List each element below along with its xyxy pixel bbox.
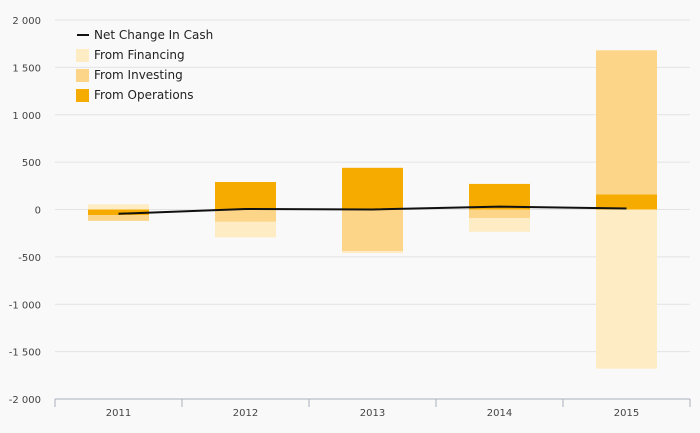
- y-tick-label: 2 000: [12, 16, 41, 27]
- bars: [88, 50, 657, 369]
- bar-from-financing: [342, 251, 403, 254]
- x-tick-label: 2014: [487, 408, 512, 419]
- bar-from-investing: [215, 209, 276, 222]
- y-tick-label: -1 000: [9, 300, 41, 311]
- y-tick-label: -500: [18, 253, 41, 264]
- net-change-in-cash-line: [118, 205, 627, 215]
- legend: Net Change In Cash From Financing From Inv…: [76, 28, 213, 102]
- x-tick-label: 2013: [360, 408, 385, 419]
- y-tick-label: -1 500: [9, 348, 41, 359]
- y-tick-label: 500: [22, 158, 41, 169]
- legend-label: From Operations: [94, 88, 194, 102]
- net-change-line: [118, 205, 627, 215]
- legend-swatch: [76, 69, 89, 82]
- x-tick-label: 2015: [614, 408, 639, 419]
- x-tick-label: 2011: [106, 408, 131, 419]
- legend-label: From Investing: [94, 68, 183, 82]
- y-tick-label: 1 000: [12, 111, 41, 122]
- bar-from-investing: [596, 50, 657, 195]
- bar-from-investing: [342, 209, 403, 252]
- legend-label: Net Change In Cash: [94, 28, 213, 42]
- bar-from-operations: [88, 209, 149, 216]
- bar-from-financing: [596, 209, 657, 369]
- y-tick-label: 1 500: [12, 63, 41, 74]
- bar-from-operations: [469, 183, 530, 210]
- y-tick-label: -2 000: [9, 395, 41, 406]
- legend-swatch: [76, 89, 89, 102]
- bar-from-operations: [596, 194, 657, 210]
- y-tick-label: 0: [35, 206, 41, 217]
- legend-swatch: [76, 49, 89, 62]
- legend-label: From Financing: [94, 48, 185, 62]
- x-tick-label: 2012: [233, 408, 258, 419]
- bar-from-investing: [469, 209, 530, 219]
- axes: 2 000 1 500 1 000 500 0 -500 -1 000 -1 500 -2 00…: [9, 16, 691, 419]
- bar-from-operations: [342, 167, 403, 210]
- bar-from-investing: [88, 215, 149, 221]
- bar-from-operations: [215, 182, 276, 210]
- bar-from-financing: [469, 218, 530, 232]
- bar-from-financing: [215, 221, 276, 238]
- bar-from-financing: [88, 204, 149, 210]
